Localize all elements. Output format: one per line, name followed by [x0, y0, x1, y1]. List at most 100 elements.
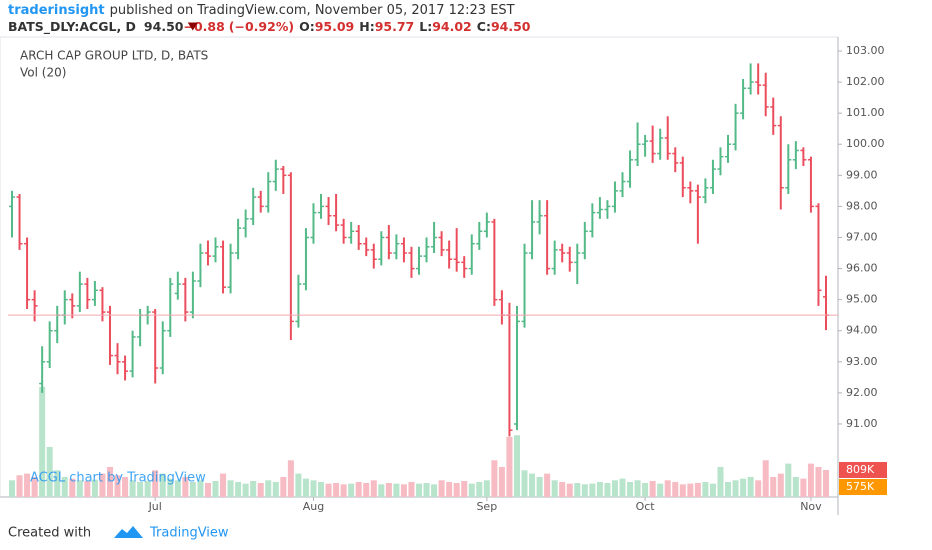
- volume-bar: [664, 480, 671, 497]
- volume-bar: [393, 483, 400, 497]
- volume-bar: [732, 480, 739, 497]
- volume-bar: [197, 480, 204, 497]
- chart-title: ARCH CAP GROUP LTD, D, BATS: [20, 49, 208, 63]
- volume-marker-label: 575K: [846, 480, 875, 493]
- volume-bar: [265, 480, 272, 497]
- ohlc-key: C:: [477, 19, 491, 34]
- volume-bar: [220, 473, 227, 497]
- volume-bar: [227, 480, 234, 497]
- volume-bar: [318, 481, 325, 497]
- published: published on TradingView.com, November 0…: [110, 3, 515, 18]
- volume-bar: [800, 478, 807, 497]
- y-tick-label: 101.00: [846, 106, 885, 119]
- x-tick-label: Aug: [303, 500, 324, 513]
- volume-bar: [363, 482, 370, 497]
- volume-bar: [777, 473, 784, 497]
- volume-bar: [649, 480, 656, 497]
- volume-bar: [694, 482, 701, 497]
- volume-bar: [310, 480, 317, 497]
- volume-marker: [839, 461, 887, 478]
- volume-bar: [747, 476, 754, 497]
- watermark: ACGL chart by TradingView: [30, 471, 206, 486]
- volume-bar: [536, 476, 543, 497]
- change: −0.88: [183, 19, 224, 34]
- y-tick-label: 100.00: [846, 137, 885, 150]
- author[interactable]: traderinsight: [8, 3, 105, 18]
- volume-bar: [423, 482, 430, 497]
- volume-bar: [167, 478, 174, 497]
- volume-bar: [174, 480, 181, 497]
- volume-bar: [99, 473, 106, 497]
- volume-bar: [39, 386, 46, 497]
- volume-bar: [491, 460, 498, 497]
- footer-text: Created with: [8, 526, 91, 541]
- y-tick-label: 103.00: [846, 44, 885, 57]
- volume-bar: [46, 446, 53, 497]
- volume-bar: [468, 483, 475, 497]
- volume-bar: [137, 481, 144, 497]
- volume-bar: [235, 481, 242, 497]
- footer-brand[interactable]: TradingView: [149, 526, 229, 541]
- volume-bar: [755, 480, 762, 497]
- volume-bar: [106, 466, 113, 497]
- volume-bar: [702, 481, 709, 497]
- volume-bar: [408, 481, 415, 497]
- price-layer: [9, 63, 829, 437]
- volume-bar: [461, 480, 468, 497]
- volume-bar: [506, 436, 513, 497]
- down-arrow: [187, 22, 198, 31]
- volume-bar: [122, 476, 129, 497]
- volume-bar: [370, 480, 377, 497]
- volume-bar: [513, 435, 520, 497]
- volume-bar: [182, 476, 189, 497]
- symbol: BATS_DLY:ACGL, D: [8, 19, 136, 35]
- ohlc-value: 95.77: [375, 19, 415, 34]
- volume-bar: [453, 482, 460, 497]
- last: 94.50: [144, 19, 184, 34]
- volume-bar: [483, 480, 490, 497]
- volume-bar: [159, 473, 166, 497]
- volume-bar: [250, 480, 257, 497]
- ohlc-value: 94.50: [491, 19, 531, 34]
- volume-bar: [400, 484, 407, 497]
- y-tick-label: 94.00: [846, 324, 878, 337]
- y-tick-label: 98.00: [846, 199, 878, 212]
- volume-bar: [574, 482, 581, 497]
- volume-bar: [212, 480, 219, 497]
- volume-bar: [559, 481, 566, 497]
- volume-bar: [785, 463, 792, 497]
- x-tick-label: Jul: [148, 500, 162, 513]
- volume-bar: [687, 483, 694, 497]
- volume-bar: [544, 473, 551, 497]
- volume-bar: [204, 482, 211, 497]
- volume-bar: [619, 478, 626, 497]
- x-tick-label: Sep: [476, 500, 497, 513]
- y-tick-label: 97.00: [846, 230, 878, 243]
- volume-bar: [152, 470, 159, 497]
- volume-bar: [807, 463, 814, 497]
- y-tick-label: 102.00: [846, 75, 885, 88]
- volume-bar: [129, 480, 136, 497]
- volume-bar: [340, 484, 347, 497]
- volume-bar: [84, 480, 91, 497]
- volume-bar: [295, 473, 302, 497]
- quote: BATS_DLY:ACGL, D 94.50−0.88 (−0.92%) O:95.0…: [8, 19, 531, 35]
- volume-bar: [144, 480, 151, 497]
- volume-bar: [31, 476, 38, 497]
- volume-bar: [634, 480, 641, 497]
- volume-bar: [385, 482, 392, 497]
- volume-bar: [762, 460, 769, 497]
- y-tick-label: 91.00: [846, 417, 878, 430]
- volume-bar: [476, 481, 483, 497]
- volume-bar: [348, 483, 355, 497]
- change-pct: (−0.92%): [229, 19, 294, 34]
- volume-bar: [529, 473, 536, 497]
- volume-bar: [679, 484, 686, 497]
- volume-bar: [740, 478, 747, 497]
- volume-bar: [61, 476, 68, 497]
- x-tick-label: Oct: [636, 500, 656, 513]
- volume-bar: [672, 481, 679, 497]
- header: traderinsight published on TradingView.co…: [8, 3, 515, 18]
